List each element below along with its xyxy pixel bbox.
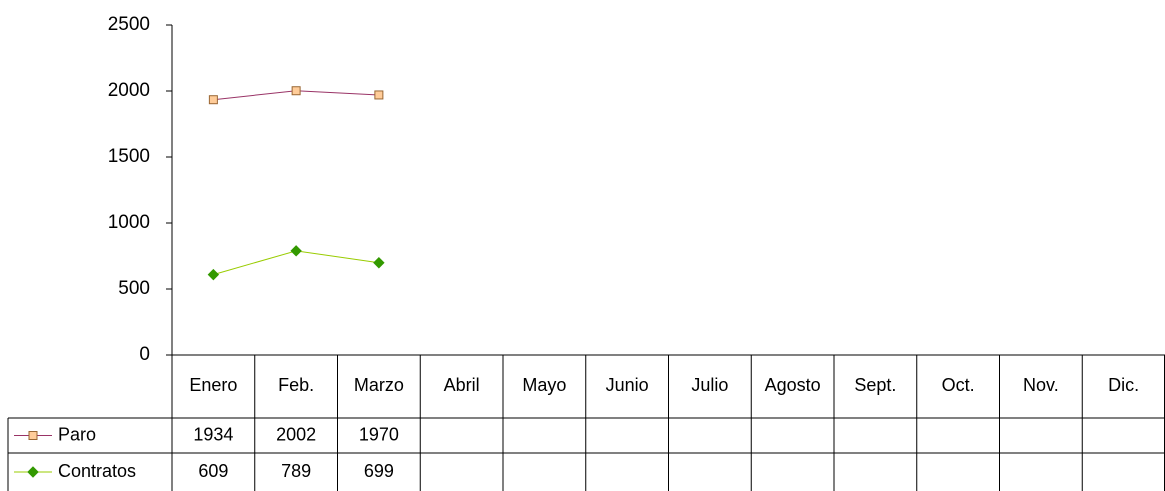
marker: [373, 257, 385, 269]
marker: [374, 90, 384, 100]
table-value: 789: [281, 461, 311, 481]
x-tick-label: Agosto: [765, 375, 821, 395]
x-tick-label: Marzo: [354, 375, 404, 395]
x-tick-label: Enero: [189, 375, 237, 395]
y-tick-label: 2000: [108, 80, 150, 101]
x-tick-label: Dic.: [1108, 375, 1139, 395]
marker: [291, 86, 301, 96]
marker: [208, 95, 218, 105]
table-value: 609: [198, 461, 228, 481]
x-tick-label: Nov.: [1023, 375, 1059, 395]
y-tick-label: 2500: [108, 14, 150, 35]
legend-key-marker: [28, 431, 38, 440]
x-tick-label: Oct.: [942, 375, 975, 395]
table-value: 699: [364, 461, 394, 481]
x-tick-label: Julio: [691, 375, 728, 395]
marker: [207, 268, 220, 281]
y-tick-label: 1000: [108, 212, 150, 233]
table-value: 1970: [359, 424, 399, 444]
y-tick-label: 500: [118, 278, 150, 299]
y-tick-label: 0: [139, 344, 150, 365]
x-tick-label: Junio: [606, 375, 649, 395]
x-tick-label: Feb.: [278, 375, 314, 395]
y-tick-label: 1500: [108, 146, 150, 167]
marker: [290, 245, 302, 257]
table-value: 2002: [276, 424, 316, 444]
x-tick-label: Sept.: [854, 375, 896, 395]
legend-key-marker: [27, 466, 39, 478]
table-value: 1934: [193, 424, 233, 444]
x-tick-label: Mayo: [522, 375, 566, 395]
x-tick-label: Abril: [444, 375, 480, 395]
legend-label: Paro: [58, 424, 96, 444]
legend-label: Contratos: [58, 461, 136, 481]
